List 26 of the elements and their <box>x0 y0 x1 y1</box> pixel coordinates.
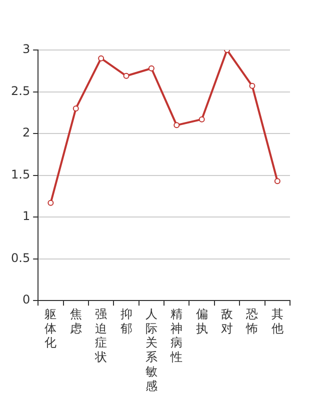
point <box>274 178 280 184</box>
point <box>72 105 79 112</box>
x-tick-label: 其他 <box>271 306 284 336</box>
y-tick-label: 3 <box>22 42 30 56</box>
x-tick-label: 人际关系敏感 <box>145 306 158 393</box>
y-tick-label: 2.5 <box>10 84 30 98</box>
x-tick-label: 抑郁 <box>120 306 132 336</box>
y-tick-label: 2 <box>22 126 30 140</box>
point <box>148 65 154 72</box>
point <box>198 116 205 122</box>
x-tick-label: 强迫症状 <box>94 306 108 364</box>
point <box>174 122 180 128</box>
y-tick-label: 1.5 <box>10 167 30 182</box>
x-tick-label: 敌对 <box>221 306 234 336</box>
point <box>249 82 256 89</box>
y-tick-label: 1 <box>22 209 30 224</box>
x-tick-label: 偏执 <box>196 306 208 336</box>
point <box>48 200 54 206</box>
y-tick-label: 0.5 <box>10 250 30 265</box>
x-tick-label: 焦虑 <box>70 306 82 336</box>
point <box>123 72 130 79</box>
y-tick-label: 0 <box>22 292 30 307</box>
point <box>98 55 104 62</box>
x-tick-label: 精神病性 <box>170 306 183 364</box>
x-tick-label: 恐怖 <box>245 306 258 336</box>
x-tick-label: 躯体化 <box>44 306 57 350</box>
